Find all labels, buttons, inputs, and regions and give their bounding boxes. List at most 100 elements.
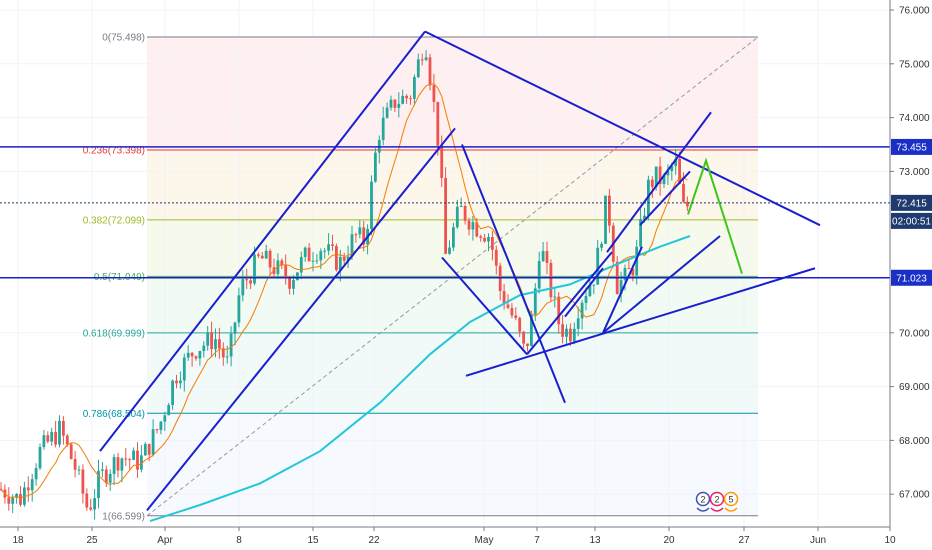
candle [572, 322, 576, 345]
candle [518, 316, 522, 338]
candle-body [678, 158, 681, 184]
candle-body [608, 195, 611, 226]
candle-body [307, 247, 311, 262]
candle [303, 246, 307, 262]
candle [245, 268, 249, 289]
candle-body [354, 234, 358, 236]
candle-body [463, 205, 467, 221]
candle-body [561, 324, 564, 337]
candle [128, 457, 132, 470]
candle-body [253, 254, 256, 284]
candle [331, 234, 334, 251]
candle-body [358, 227, 362, 235]
pattern-marker-arc [724, 507, 738, 512]
candle [175, 374, 178, 389]
candle [38, 443, 42, 471]
candle [218, 327, 221, 359]
candle-body [237, 295, 241, 323]
candle-body [319, 251, 323, 261]
candle [350, 225, 354, 260]
candle [229, 326, 233, 367]
trendline[interactable] [465, 267, 816, 377]
candle [413, 74, 416, 106]
moving-averages [0, 83, 691, 523]
candle [627, 259, 631, 270]
candle [284, 254, 288, 285]
candle [502, 283, 506, 310]
candle [132, 447, 135, 461]
candle-body [623, 268, 627, 281]
candle [323, 247, 327, 259]
trendline[interactable] [602, 246, 643, 334]
candle-body [541, 251, 545, 262]
candle-body [159, 421, 163, 431]
price-badge-label: 72.415 [896, 198, 927, 209]
pattern-marker-circle [723, 491, 739, 507]
time-tick-label: 18 [12, 535, 24, 546]
candle [307, 243, 311, 262]
candle-body [182, 357, 186, 381]
trendline[interactable] [564, 267, 604, 318]
candle-body [670, 166, 674, 171]
fib-zone [147, 413, 758, 516]
candle-body [136, 450, 139, 470]
candlestick-series [0, 50, 689, 520]
candle [639, 208, 642, 250]
candle-body [292, 280, 295, 289]
candle [288, 275, 291, 295]
trendline[interactable] [526, 251, 613, 355]
candle [179, 371, 182, 389]
candle [93, 489, 96, 520]
candle-body [120, 458, 124, 471]
candle-body [229, 333, 233, 357]
candle-body [650, 179, 654, 187]
fibonacci-retracement[interactable]: 0(75.498)0.236(73.398)0.382(72.099)0.5(7… [83, 33, 759, 523]
candle-body [116, 457, 120, 471]
candle-body [46, 435, 50, 442]
trendline[interactable] [146, 127, 456, 511]
trendline[interactable] [602, 235, 721, 334]
candle [374, 148, 377, 183]
price-badge-label: 73.455 [896, 142, 927, 153]
price-badge-box [891, 212, 932, 229]
trendline[interactable] [441, 256, 528, 355]
candle [483, 234, 486, 243]
time-tick-label: 10 [884, 535, 896, 546]
candle-body [210, 332, 213, 350]
pattern-marker-label: 5 [728, 495, 733, 505]
candle [23, 481, 26, 507]
candle-body [405, 95, 408, 99]
candle [541, 242, 545, 263]
price-tick-label: 74.000 [899, 113, 930, 124]
time-tick-label: 13 [589, 535, 601, 546]
trendline-drawings[interactable] [0, 30, 890, 511]
candle [143, 441, 147, 456]
candle-body [93, 498, 96, 510]
candle [475, 217, 479, 238]
trendline[interactable] [424, 30, 821, 227]
trendline[interactable] [639, 170, 691, 226]
pattern-marker-circle [695, 491, 711, 507]
candle [225, 345, 229, 364]
candle-body [108, 473, 112, 483]
price-tick-label: 73.000 [899, 167, 930, 178]
candle-body [97, 470, 100, 499]
candle-body [557, 296, 561, 325]
candle [444, 167, 447, 255]
candle [686, 196, 689, 211]
trendline[interactable] [606, 111, 712, 253]
trendline[interactable] [461, 144, 566, 404]
candle-body [635, 246, 639, 276]
candle-body [420, 59, 424, 61]
candle [335, 243, 338, 272]
projection-path[interactable] [687, 157, 743, 274]
fib-level-label: 1(66.599) [102, 511, 145, 522]
candle-body [38, 446, 42, 469]
candle-body [502, 291, 506, 305]
candle [592, 284, 596, 295]
candle [42, 429, 46, 450]
candle [514, 307, 518, 321]
candle-body [393, 99, 397, 108]
trendline[interactable] [99, 30, 426, 452]
